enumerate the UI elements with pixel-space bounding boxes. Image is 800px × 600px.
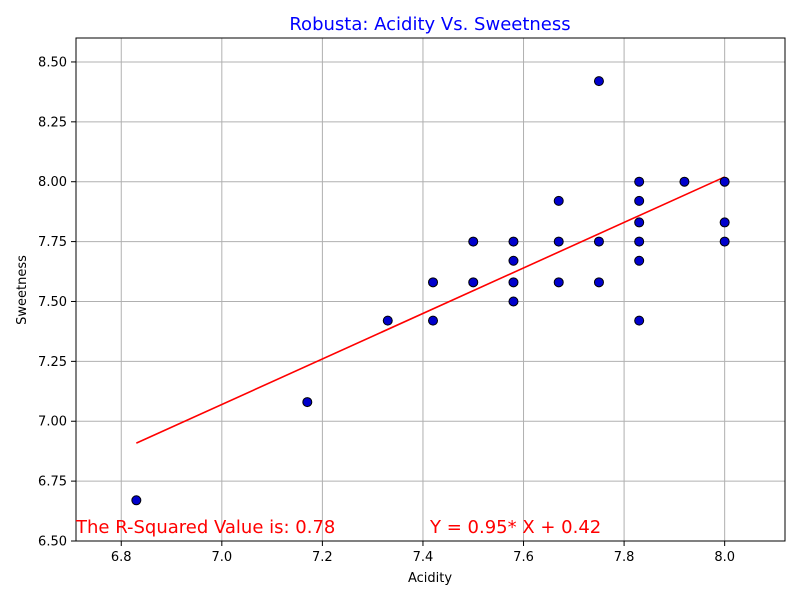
data-point: [634, 236, 645, 247]
data-point: [634, 217, 645, 228]
data-point: [634, 176, 645, 187]
y-tick-label: 8.00: [38, 175, 67, 190]
data-point: [553, 277, 564, 288]
y-tick-label: 6.50: [38, 535, 67, 550]
x-tick-label: 6.8: [111, 550, 132, 565]
data-point: [382, 315, 393, 326]
data-point: [719, 217, 730, 228]
x-tick-label: 7.4: [413, 550, 434, 565]
y-tick-label: 7.00: [38, 415, 67, 430]
data-point: [719, 236, 730, 247]
data-point: [553, 195, 564, 206]
chart-title: Robusta: Acidity Vs. Sweetness: [289, 14, 570, 35]
y-tick-label: 6.75: [38, 475, 67, 490]
data-point: [508, 296, 519, 307]
data-point: [428, 277, 439, 288]
y-tick-label: 8.25: [38, 115, 67, 130]
regression-line: [136, 176, 725, 444]
data-point: [679, 176, 690, 187]
x-tick-label: 8.0: [714, 550, 735, 565]
data-point: [634, 315, 645, 326]
y-axis-label: Sweetness: [15, 255, 30, 325]
r-squared-annotation: The R-Squared Value is: 0.78: [75, 517, 335, 538]
x-tick-label: 7.6: [513, 550, 534, 565]
data-point: [508, 236, 519, 247]
y-tick-label: 7.50: [38, 295, 67, 310]
data-point: [593, 76, 604, 87]
data-point: [593, 236, 604, 247]
data-point: [302, 397, 313, 408]
data-point: [508, 277, 519, 288]
data-point: [468, 277, 479, 288]
y-tick-label: 7.25: [38, 355, 67, 370]
equation-annotation: Y = 0.95* X + 0.42: [429, 517, 601, 538]
data-point: [468, 236, 479, 247]
grid: [76, 38, 785, 542]
data-point: [719, 176, 730, 187]
plot-frame: [75, 37, 786, 542]
y-axis-ticks: 6.50 6.75 7.00 7.25 7.50 7.75 8.00 8.25 8.50: [38, 55, 76, 550]
data-point: [634, 255, 645, 266]
points-layer: [131, 76, 730, 506]
data-point: [131, 495, 142, 506]
data-point: [593, 277, 604, 288]
data-point: [634, 195, 645, 206]
x-axis-label: Acidity: [408, 571, 452, 586]
fit-line-layer: [136, 176, 725, 444]
data-point: [508, 255, 519, 266]
x-tick-label: 7.2: [312, 550, 333, 565]
data-point: [553, 236, 564, 247]
x-tick-label: 7.0: [211, 550, 232, 565]
data-point: [428, 315, 439, 326]
x-axis-ticks: 6.8 7.0 7.2 7.4 7.6 7.8 8.0: [111, 541, 735, 565]
x-tick-label: 7.8: [614, 550, 635, 565]
y-tick-label: 7.75: [38, 235, 67, 250]
y-tick-label: 8.50: [38, 55, 67, 70]
